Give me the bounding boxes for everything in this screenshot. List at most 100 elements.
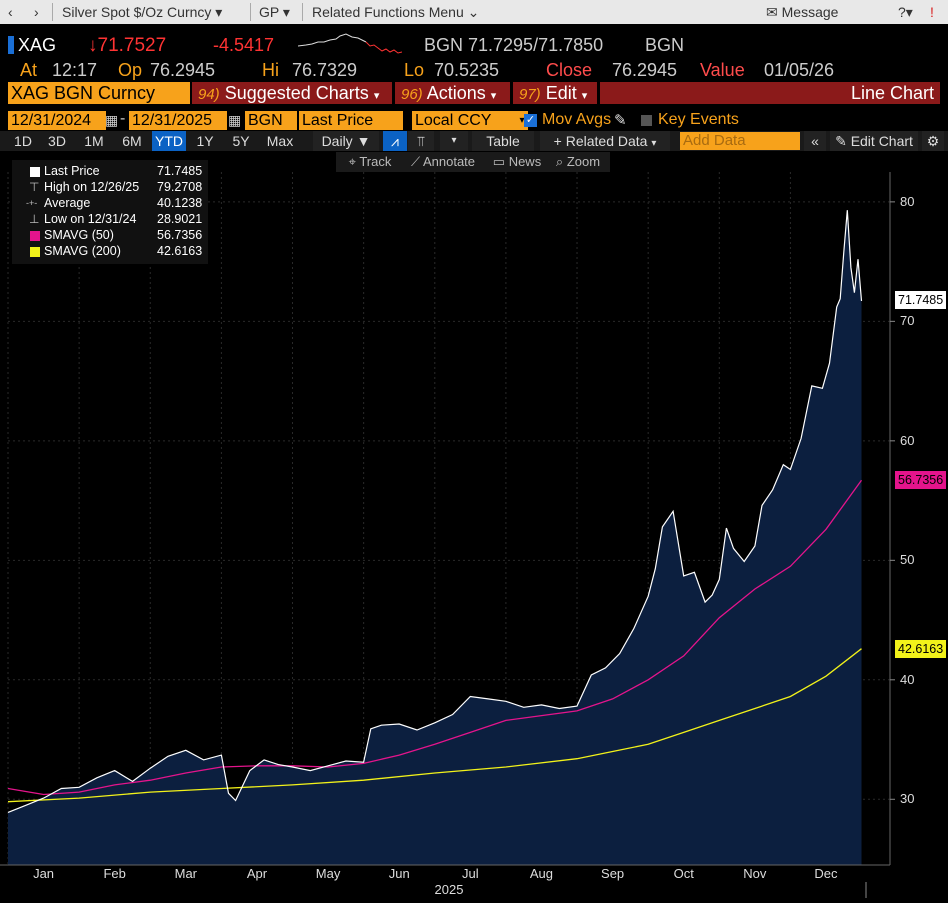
back-button[interactable]: ‹ xyxy=(8,4,13,20)
gear-icon[interactable]: ⚙ xyxy=(922,131,944,151)
low-price: 70.5235 xyxy=(434,60,500,80)
message-button[interactable]: ✉ Message xyxy=(766,4,839,20)
at-label: At xyxy=(20,60,38,80)
series-smavg-50- xyxy=(7,479,863,796)
currency-select[interactable]: Local CCY xyxy=(412,111,516,130)
x-tick-label: Jun xyxy=(388,866,410,881)
chart-tools-bar xyxy=(336,152,610,172)
collapse-icon[interactable]: « xyxy=(804,131,826,151)
legend-value: 71.7485 xyxy=(157,164,203,178)
ticker: XAG xyxy=(18,35,57,55)
track-tool[interactable]: ⌖ Track xyxy=(348,154,392,169)
price-field-select[interactable]: Last Price xyxy=(299,111,403,130)
calendar-icon[interactable]: ▦ xyxy=(228,112,242,128)
calendar-icon[interactable]: ▦ xyxy=(105,112,119,128)
suggested-charts-menu[interactable]: 94) Suggested Charts ▾ xyxy=(192,82,392,104)
period-ytd[interactable]: YTD xyxy=(152,131,186,151)
series-smavg-200- xyxy=(7,648,862,803)
start-date-input[interactable]: 12/31/2024 xyxy=(8,111,106,130)
period-1d[interactable]: 1D xyxy=(14,133,32,149)
pencil-icon[interactable]: ✎ xyxy=(614,112,627,129)
chevron-down-icon[interactable]: ▾ xyxy=(440,131,468,151)
source-field[interactable]: BGN xyxy=(245,111,297,130)
mov-avgs-checkbox[interactable]: ✓ xyxy=(524,114,537,127)
period-3d[interactable]: 3D xyxy=(48,133,66,149)
chart-legend: Last Price 71.7485 ⊤ High on 12/26/25 79.270… xyxy=(12,160,208,264)
zoom-tool[interactable]: ⌕ Zoom xyxy=(555,154,601,169)
edit-menu[interactable]: 97) Edit ▾ xyxy=(513,82,597,104)
title-bar: ‹ › Silver Spot $/Oz Curncy ▾ GP ▾ Relat… xyxy=(0,0,948,24)
period-5y[interactable]: 5Y xyxy=(232,133,250,149)
x-axis-year-label: 2025 xyxy=(434,882,464,897)
legend-value: 79.2708 xyxy=(157,180,203,194)
y-tick-label: 30 xyxy=(900,791,915,807)
legend-value: 28.9021 xyxy=(157,212,203,226)
legend-swatch: -+- xyxy=(26,198,38,208)
x-tick-label: Oct xyxy=(673,866,694,881)
mov-avgs-label: Mov Avgs xyxy=(542,111,612,128)
ask-source: BGN xyxy=(645,35,685,55)
legend-name: SMAVG (50) xyxy=(44,228,114,242)
period-1m[interactable]: 1M xyxy=(84,133,104,149)
x-tick-label: Apr xyxy=(246,866,268,881)
annotate-tool[interactable]: ⟋ Annotate xyxy=(410,154,476,169)
price-area xyxy=(8,210,862,865)
x-tick-label: Sep xyxy=(601,866,625,881)
security-menu[interactable]: Silver Spot $/Oz Curncy ▾ xyxy=(62,4,223,20)
table-button[interactable]: Table xyxy=(472,131,534,151)
legend-name: Low on 12/31/24 xyxy=(44,212,137,226)
high-label: Hi xyxy=(262,60,279,80)
related-data-button[interactable]: + Related Data ▾ xyxy=(540,131,670,151)
y-tick-label: 40 xyxy=(900,671,915,687)
frequency-select[interactable]: Daily ▼ xyxy=(313,131,379,151)
y-tick-label: 80 xyxy=(900,193,915,209)
x-tick-label: Nov xyxy=(743,866,767,881)
alert-icon[interactable]: ! xyxy=(930,4,934,20)
period-6m[interactable]: 6M xyxy=(122,133,142,149)
x-tick-label: Dec xyxy=(814,866,838,881)
y-tick-label: 70 xyxy=(900,313,915,329)
price-line xyxy=(7,210,863,813)
period-1y[interactable]: 1Y xyxy=(196,133,214,149)
related-functions-menu[interactable]: Related Functions Menu ⌄ xyxy=(312,4,480,20)
x-tick-label: Jul xyxy=(462,866,479,881)
bid-source: BGN xyxy=(424,35,464,55)
forward-button[interactable]: › xyxy=(34,4,39,20)
envelope-icon: ✉ xyxy=(766,4,778,20)
line-chart-icon[interactable]: ⩘ xyxy=(383,131,407,151)
open-price: 76.2945 xyxy=(150,60,216,80)
high-price: 76.7329 xyxy=(292,60,358,80)
bar-chart-icon[interactable]: ⫪ xyxy=(408,131,434,151)
price-chart[interactable] xyxy=(0,172,948,903)
help-icon[interactable]: ?▾ xyxy=(898,4,913,20)
value-label: Value xyxy=(700,60,745,80)
intraday-sparkline xyxy=(298,33,402,54)
last-value-tag: 56.7356 xyxy=(895,470,947,489)
y-tick-label: 50 xyxy=(900,552,915,568)
gp-menu[interactable]: GP ▾ xyxy=(259,4,290,20)
legend-name: Average xyxy=(44,196,91,210)
ticker-marker xyxy=(8,36,14,54)
legend-value: 56.7356 xyxy=(157,228,203,242)
end-date-input[interactable]: 12/31/2025 xyxy=(129,111,227,130)
price-change: -4.5417 xyxy=(213,35,275,55)
x-tick-label: Aug xyxy=(529,866,554,881)
edit-chart-button[interactable]: ✎ Edit Chart xyxy=(830,131,918,151)
legend-swatch: ⊤ xyxy=(29,180,40,194)
security-field[interactable]: XAG BGN Curncy xyxy=(8,82,190,104)
actions-menu[interactable]: 96) Actions ▾ xyxy=(395,82,510,104)
legend-swatch xyxy=(30,231,40,241)
last-value-tag: 42.6163 xyxy=(895,639,947,658)
last-price: ↓71.7527 xyxy=(88,35,167,56)
add-data-input[interactable]: Add Data xyxy=(680,132,800,150)
date-dash: - xyxy=(120,110,126,127)
key-events-label: Key Events xyxy=(658,111,739,128)
last-value-tag: 71.7485 xyxy=(895,291,947,310)
chart-type-label[interactable]: Line Chart xyxy=(600,82,940,104)
period-max[interactable]: Max xyxy=(266,133,294,149)
news-tool[interactable]: ▭ News xyxy=(492,154,542,169)
legend-name: High on 12/26/25 xyxy=(44,180,140,194)
low-label: Lo xyxy=(404,60,425,80)
key-events-checkbox[interactable] xyxy=(641,115,652,126)
legend-swatch xyxy=(30,247,40,257)
